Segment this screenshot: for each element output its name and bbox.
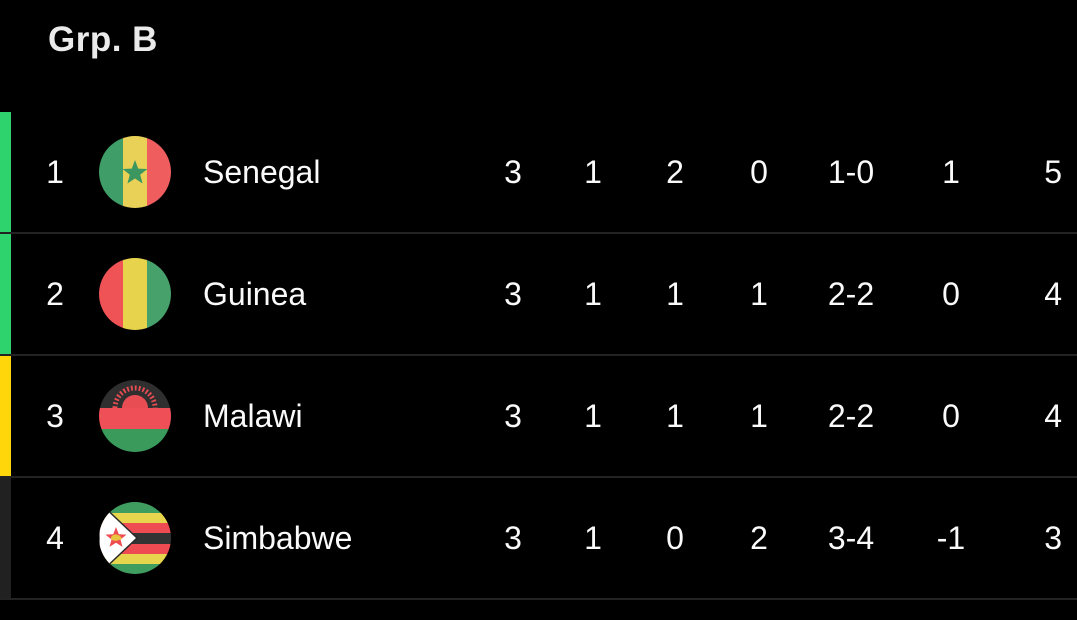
qualification-indicator (0, 234, 11, 354)
section-gap (0, 600, 1077, 620)
points-cell: 4 (1044, 275, 1062, 312)
zimbabwe-flag-icon (99, 502, 171, 574)
wins-cell: 1 (584, 275, 602, 312)
goal-diff-cell: 0 (942, 397, 960, 434)
senegal-flag-icon (99, 136, 171, 208)
points-cell: 3 (1044, 519, 1062, 556)
played-cell: 3 (504, 397, 522, 434)
table-row[interactable]: 2 Guinea 3 1 1 1 2-2 0 4 (0, 234, 1077, 356)
goal-diff-cell: -1 (936, 519, 966, 556)
played-cell: 3 (504, 275, 522, 312)
team-name: Senegal (203, 153, 321, 190)
team-name: Malawi (203, 397, 303, 434)
losses-cell: 1 (750, 275, 768, 312)
goals-cell: 3-4 (827, 519, 875, 556)
draws-cell: 2 (666, 153, 684, 190)
position-cell: 3 (46, 397, 64, 434)
guinea-flag-icon (99, 258, 171, 330)
goals-cell: 1-0 (827, 153, 875, 190)
qualification-indicator (0, 112, 11, 232)
draws-cell: 1 (666, 397, 684, 434)
draws-cell: 0 (666, 519, 684, 556)
position-cell: 2 (46, 275, 64, 312)
group-header: Grp. B (0, 0, 1077, 112)
draws-cell: 1 (666, 275, 684, 312)
wins-cell: 1 (584, 519, 602, 556)
qualification-indicator (0, 356, 11, 476)
losses-cell: 1 (750, 397, 768, 434)
goal-diff-cell: 0 (942, 275, 960, 312)
goals-cell: 2-2 (827, 275, 875, 312)
table-row[interactable]: 1 Senegal 3 1 2 0 1-0 1 5 (0, 112, 1077, 234)
points-cell: 4 (1044, 397, 1062, 434)
position-cell: 4 (46, 519, 64, 556)
wins-cell: 1 (584, 397, 602, 434)
goal-diff-cell: 1 (942, 153, 960, 190)
wins-cell: 1 (584, 153, 602, 190)
goals-cell: 2-2 (827, 397, 875, 434)
played-cell: 3 (504, 519, 522, 556)
losses-cell: 0 (750, 153, 768, 190)
points-cell: 5 (1044, 153, 1062, 190)
qualification-indicator (0, 478, 11, 598)
played-cell: 3 (504, 153, 522, 190)
table-row[interactable]: 3 Malawi 3 1 1 1 2-2 0 4 (0, 356, 1077, 478)
group-title: Grp. B (48, 20, 158, 59)
malawi-flag-icon (99, 380, 171, 452)
position-cell: 1 (46, 153, 64, 190)
team-name: Guinea (203, 275, 307, 312)
team-name: Simbabwe (203, 519, 353, 556)
losses-cell: 2 (750, 519, 768, 556)
table-row[interactable]: 4 Simbabwe 3 1 0 2 (0, 478, 1077, 600)
